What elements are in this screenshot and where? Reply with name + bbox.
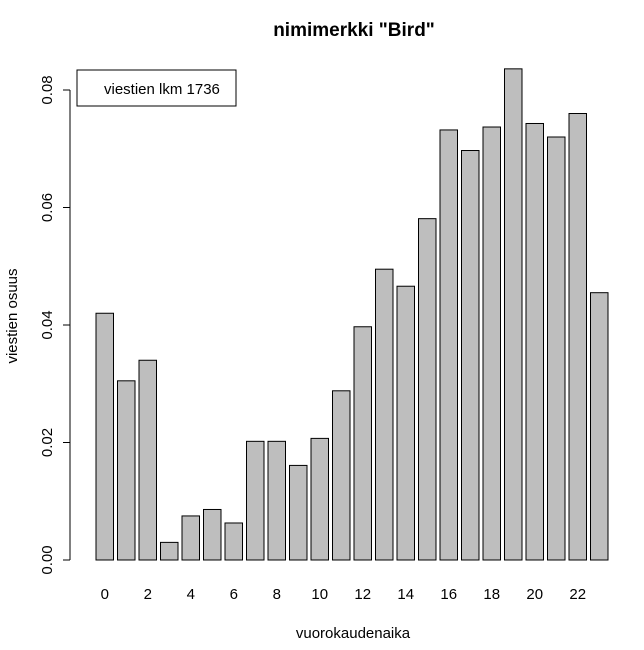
x-tick-label: 6 bbox=[230, 586, 238, 603]
bar-8 bbox=[267, 440, 286, 561]
x-tick-label: 12 bbox=[354, 586, 371, 603]
y-tick-label: 0.08 bbox=[39, 75, 56, 104]
bar-1 bbox=[117, 380, 136, 561]
bar-14 bbox=[396, 285, 415, 561]
bar-20 bbox=[525, 122, 544, 561]
bar-0 bbox=[95, 312, 114, 561]
bar-5 bbox=[203, 508, 222, 561]
bar-19 bbox=[504, 68, 523, 561]
x-tick-label: 2 bbox=[144, 586, 152, 603]
x-tick-label: 10 bbox=[311, 586, 328, 603]
bar-2 bbox=[138, 359, 157, 561]
bar-17 bbox=[461, 150, 480, 561]
bar-22 bbox=[568, 113, 587, 561]
x-tick-label: 8 bbox=[273, 586, 281, 603]
legend: viestien lkm 1736 bbox=[76, 69, 237, 107]
bar-18 bbox=[482, 126, 501, 561]
bar-3 bbox=[160, 541, 179, 561]
bar-7 bbox=[246, 440, 265, 561]
bar-15 bbox=[418, 218, 437, 561]
y-tick-label: 0.04 bbox=[39, 310, 56, 339]
bar-23 bbox=[590, 292, 609, 561]
x-tick-label: 0 bbox=[101, 586, 109, 603]
legend-box bbox=[76, 69, 237, 107]
x-tick-label: 4 bbox=[187, 586, 195, 603]
y-tick-label: 0.02 bbox=[39, 428, 56, 457]
y-tick-label: 0.06 bbox=[39, 193, 56, 222]
x-axis-label: vuorokaudenaika bbox=[296, 625, 411, 642]
y-tick-label: 0.00 bbox=[39, 545, 56, 574]
x-tick-label: 20 bbox=[526, 586, 543, 603]
x-axis: 0 2 4 6 8 10 12 14 16 18 20 22 bbox=[101, 586, 587, 603]
chart-title: nimimerkki "Bird" bbox=[273, 20, 435, 41]
y-axis-label: viestien osuus bbox=[4, 268, 21, 363]
legend-text: viestien lkm 1736 bbox=[104, 81, 220, 98]
bar-21 bbox=[547, 136, 566, 561]
bar-4 bbox=[181, 515, 200, 561]
bar-13 bbox=[375, 268, 394, 561]
bar-6 bbox=[224, 522, 243, 561]
bar-10 bbox=[310, 437, 329, 561]
x-tick-label: 14 bbox=[397, 586, 414, 603]
y-axis: 0.00 0.02 0.04 0.06 0.08 bbox=[39, 75, 71, 575]
bars bbox=[95, 68, 609, 561]
x-tick-label: 16 bbox=[440, 586, 457, 603]
x-tick-label: 22 bbox=[569, 586, 586, 603]
x-tick-label: 18 bbox=[483, 586, 500, 603]
bar-9 bbox=[289, 464, 308, 561]
bar-16 bbox=[439, 129, 458, 561]
bar-12 bbox=[353, 326, 372, 561]
bar-11 bbox=[332, 390, 351, 561]
